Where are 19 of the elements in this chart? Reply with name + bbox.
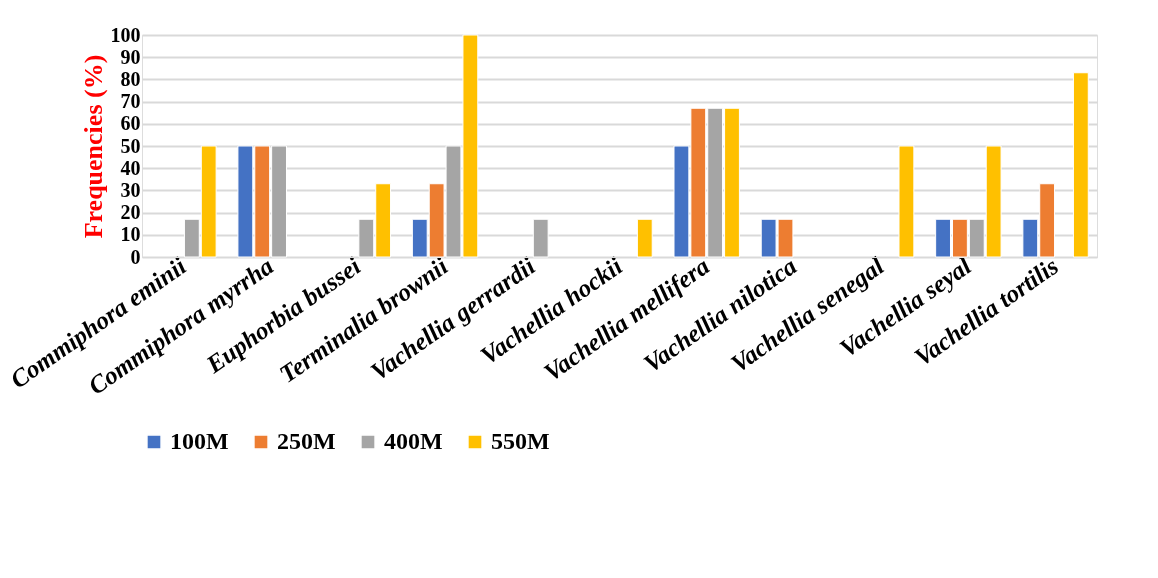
y-tick-label: 80 xyxy=(120,67,141,90)
y-tick-label: 70 xyxy=(120,90,141,113)
legend-label: 400M xyxy=(384,428,443,454)
y-tick-label: 90 xyxy=(120,45,141,68)
y-tick-label: 100 xyxy=(110,23,141,46)
legend-label: 100M xyxy=(170,428,229,454)
y-tick-label: 10 xyxy=(120,223,141,246)
y-tick-label: 20 xyxy=(120,201,141,224)
y-tick-label: 30 xyxy=(120,178,141,201)
bar xyxy=(636,218,653,258)
bar xyxy=(1072,72,1089,258)
y-tick-label: 60 xyxy=(120,112,141,135)
y-tick-label: 50 xyxy=(120,134,141,157)
bar xyxy=(898,145,915,258)
y-axis-title: Frequencies (%) xyxy=(78,54,108,239)
y-tick-label: 40 xyxy=(120,156,141,179)
legend-label: 550M xyxy=(491,428,550,454)
bar xyxy=(532,218,549,258)
legend-label: 250M xyxy=(277,428,336,454)
